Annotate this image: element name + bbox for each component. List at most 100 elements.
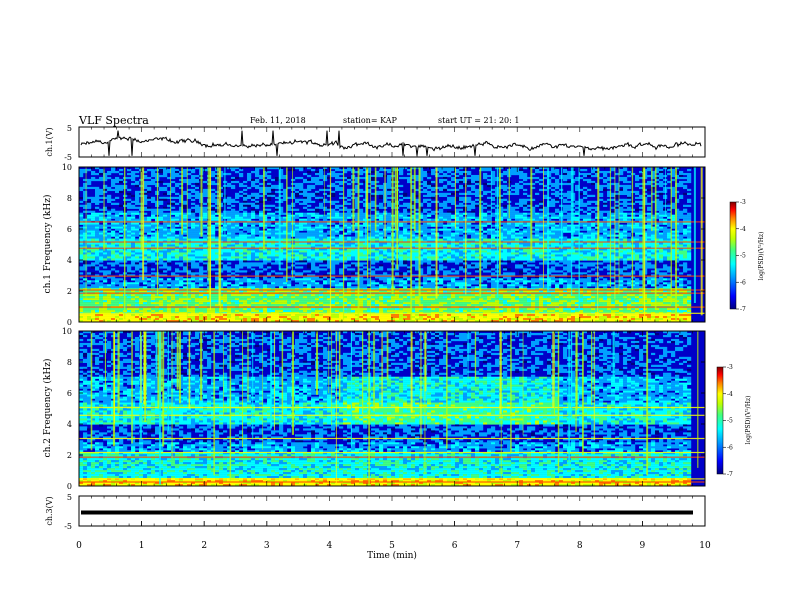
impulsive-spike [370,167,371,317]
impulsive-spike [394,167,397,230]
impulsive-spike [413,167,416,231]
ch3-ylabel: ch.3(V) [45,496,54,525]
impulsive-spike [642,167,645,306]
impulsive-spike [570,331,573,420]
impulsive-spike [384,167,386,241]
impulsive-spike [454,167,456,229]
impulsive-spike [162,331,165,447]
impulsive-spike [410,331,413,413]
impulsive-spike [578,167,580,312]
impulsive-spike [530,167,533,261]
impulsive-spike [500,331,502,479]
impulsive-spike [499,331,502,415]
spectral-band-line [79,406,705,409]
impulsive-spike [490,167,492,248]
impulsive-spike [618,167,620,294]
impulsive-spike [479,167,482,297]
impulsive-spike [575,331,577,432]
impulsive-spike [386,331,389,380]
freq-tick-label: 0 [67,482,72,491]
station-label: station= KAP [343,116,397,125]
impulsive-spike [208,167,211,301]
impulsive-spike [465,167,467,295]
impulsive-spike [274,331,275,431]
impulsive-spike [670,167,672,304]
impulsive-spike [167,331,169,431]
impulsive-spike [335,331,337,485]
impulsive-spike [85,167,87,299]
freq-tick-label: 4 [67,420,72,429]
impulsive-spike [316,331,318,395]
impulsive-spike [281,331,284,420]
impulsive-spike [418,167,421,305]
impulsive-spike [700,167,703,316]
time-tick-label: 9 [640,541,646,551]
impulsive-spike [263,167,265,249]
impulsive-spike [373,331,375,412]
impulsive-spike [554,331,555,415]
impulsive-spike [155,331,157,378]
impulsive-spike [665,167,666,217]
impulsive-spike [591,331,593,406]
time-tick-label: 3 [264,541,270,551]
impulsive-spike [391,167,394,294]
impulsive-spike [598,167,600,241]
date-label: Feb. 11, 2018 [250,116,306,125]
ch2-colorbar-ticks: -3 -4 -5 -6 -7 [723,364,733,478]
impulsive-spike [170,167,171,232]
impulsive-spike [157,331,160,409]
impulsive-spike [262,331,263,450]
impulsive-spike [522,331,524,436]
time-tick-label: 5 [389,541,395,551]
impulsive-spike [367,167,369,279]
impulsive-spike [508,167,510,219]
ch1-waveform-panel: 5 -5 ch.1(V) [45,124,706,162]
impulsive-spike [593,331,595,440]
impulsive-spike [220,167,222,316]
impulsive-spike [557,331,560,473]
ch3-waveform-panel: 5 -5 ch.3(V) 0 1 2 3 4 5 6 7 8 9 10 Time (min) [45,127,711,561]
colorbar-tick-label: -5 [740,253,746,260]
impulsive-spike [420,331,422,439]
impulsive-spike [291,331,294,435]
time-tick-label: 0 [76,541,82,551]
impulsive-spike [209,167,211,310]
ch1-freq-ylabel: ch.1 Frequency (kHz) [42,195,53,294]
impulsive-spike [328,331,330,393]
impulsive-spike [200,167,203,237]
figure-title: VLF Spectra [79,114,149,127]
impulsive-spike [646,331,649,476]
impulsive-spike [552,331,554,408]
impulsive-spike [223,331,224,417]
impulsive-spike [338,331,341,401]
spectral-band-line [79,478,705,480]
impulsive-spike [160,331,162,392]
impulsive-spike [435,167,438,299]
impulsive-spike [188,331,191,409]
impulsive-spike [576,331,578,410]
impulsive-spike [396,167,398,225]
freq-tick-label: 8 [67,194,72,203]
impulsive-spike [124,167,126,320]
colorbar-tick-label: -7 [727,471,733,478]
ch3-ytick-bottom: -5 [64,522,72,531]
ch1-spectrogram [79,167,705,323]
impulsive-spike [597,167,599,320]
impulsive-spike [229,331,232,481]
impulsive-spike [270,331,272,429]
time-axis-label: Time (min) [367,550,417,561]
impulsive-spike [352,167,355,232]
impulsive-spike [159,331,161,485]
freq-tick-label: 4 [67,256,72,265]
impulsive-spike [200,331,203,401]
impulsive-spike [357,167,360,318]
colorbar-tick-label: -7 [740,306,746,313]
impulsive-spike [181,167,183,235]
impulsive-spike [213,331,215,476]
impulsive-spike [693,167,696,303]
time-tick-label: 7 [514,541,520,551]
ch1-colorbar-ticks: -3 -4 -5 -6 -7 [736,199,746,313]
impulsive-spike [543,167,544,288]
